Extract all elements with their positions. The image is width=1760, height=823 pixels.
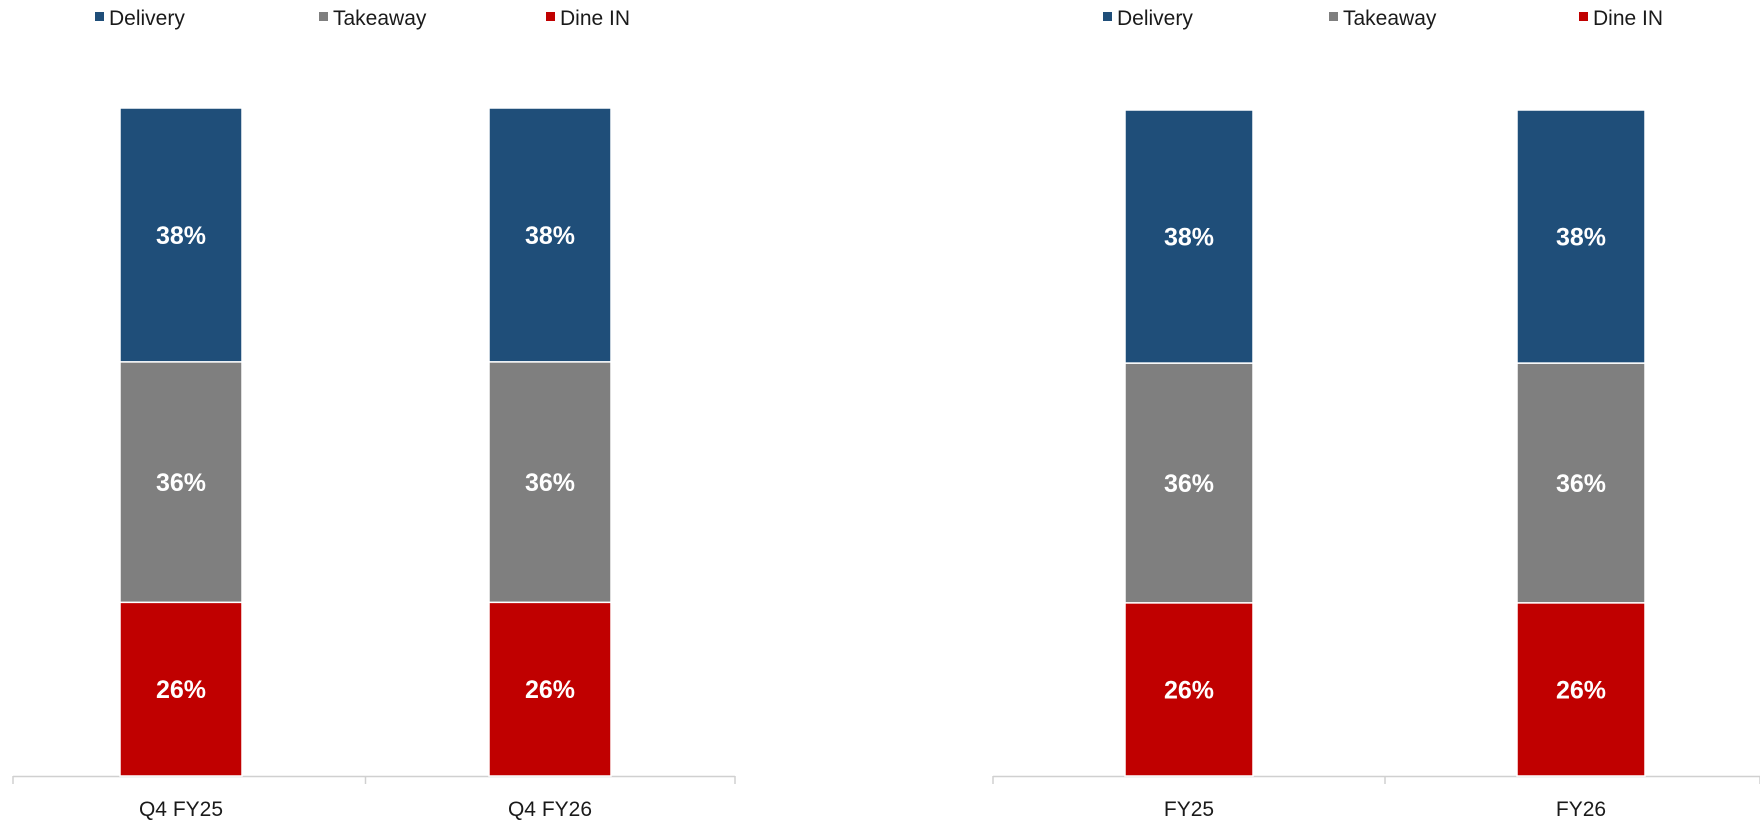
data-label-delivery-fy26: 38% — [1556, 224, 1606, 252]
bar-segment-delivery-fy26 — [1516, 109, 1646, 364]
chart-panel-2: Delivery Takeaway Dine IN 26% 36% 38% FY25 26% 3… — [992, 7, 1760, 821]
data-label-takeaway-q4-fy26: 36% — [525, 469, 575, 497]
data-label-dine-in-q4-fy26: 26% — [525, 676, 575, 704]
x-tick-label-fy25: FY25 — [1164, 798, 1214, 821]
legend-swatch-takeaway — [319, 12, 328, 21]
legend-swatch-dine-in — [1579, 12, 1588, 21]
legend-swatch-delivery — [1103, 12, 1112, 21]
legend-label-dine-in: Dine IN — [560, 7, 630, 30]
legend-swatch-dine-in — [546, 12, 555, 21]
data-label-delivery-q4-fy25: 38% — [156, 222, 206, 250]
data-label-dine-in-fy25: 26% — [1164, 676, 1214, 704]
legend-label-delivery: Delivery — [1117, 7, 1193, 30]
legend-swatch-takeaway — [1329, 12, 1338, 21]
x-tick-label-fy26: FY26 — [1556, 798, 1606, 821]
bar-segment-takeaway-fy25 — [1124, 362, 1254, 604]
data-label-dine-in-q4-fy25: 26% — [156, 676, 206, 704]
x-tick-label-q4-fy26: Q4 FY26 — [508, 798, 592, 821]
chart-panel-1: Delivery Takeaway Dine IN 26% 36% 38% Q4 FY25 2… — [12, 7, 736, 821]
data-label-dine-in-fy26: 26% — [1556, 676, 1606, 704]
bar-segment-dine-in-q4-fy26 — [488, 601, 612, 777]
data-label-takeaway-fy25: 36% — [1164, 470, 1214, 498]
bar-segment-dine-in-q4-fy25 — [119, 601, 243, 777]
legend-label-delivery: Delivery — [109, 7, 185, 30]
x-tick-label-q4-fy25: Q4 FY25 — [139, 798, 223, 821]
legend-label-takeaway: Takeaway — [1343, 7, 1437, 30]
bar-segment-delivery-q4-fy26 — [488, 107, 612, 363]
data-label-delivery-fy25: 38% — [1164, 224, 1214, 252]
bar-segment-takeaway-q4-fy26 — [488, 361, 612, 604]
data-label-takeaway-q4-fy25: 36% — [156, 469, 206, 497]
legend-swatch-delivery — [95, 12, 104, 21]
data-label-takeaway-fy26: 36% — [1556, 470, 1606, 498]
bar-segment-takeaway-fy26 — [1516, 362, 1646, 604]
legend-label-takeaway: Takeaway — [333, 7, 427, 30]
bar-segment-takeaway-q4-fy25 — [119, 361, 243, 604]
legend-label-dine-in: Dine IN — [1593, 7, 1663, 30]
bar-segment-dine-in-fy26 — [1516, 602, 1646, 777]
bar-segment-delivery-q4-fy25 — [119, 107, 243, 363]
bar-segment-delivery-fy25 — [1124, 109, 1254, 364]
bar-segment-dine-in-fy25 — [1124, 602, 1254, 777]
data-label-delivery-q4-fy26: 38% — [525, 222, 575, 250]
